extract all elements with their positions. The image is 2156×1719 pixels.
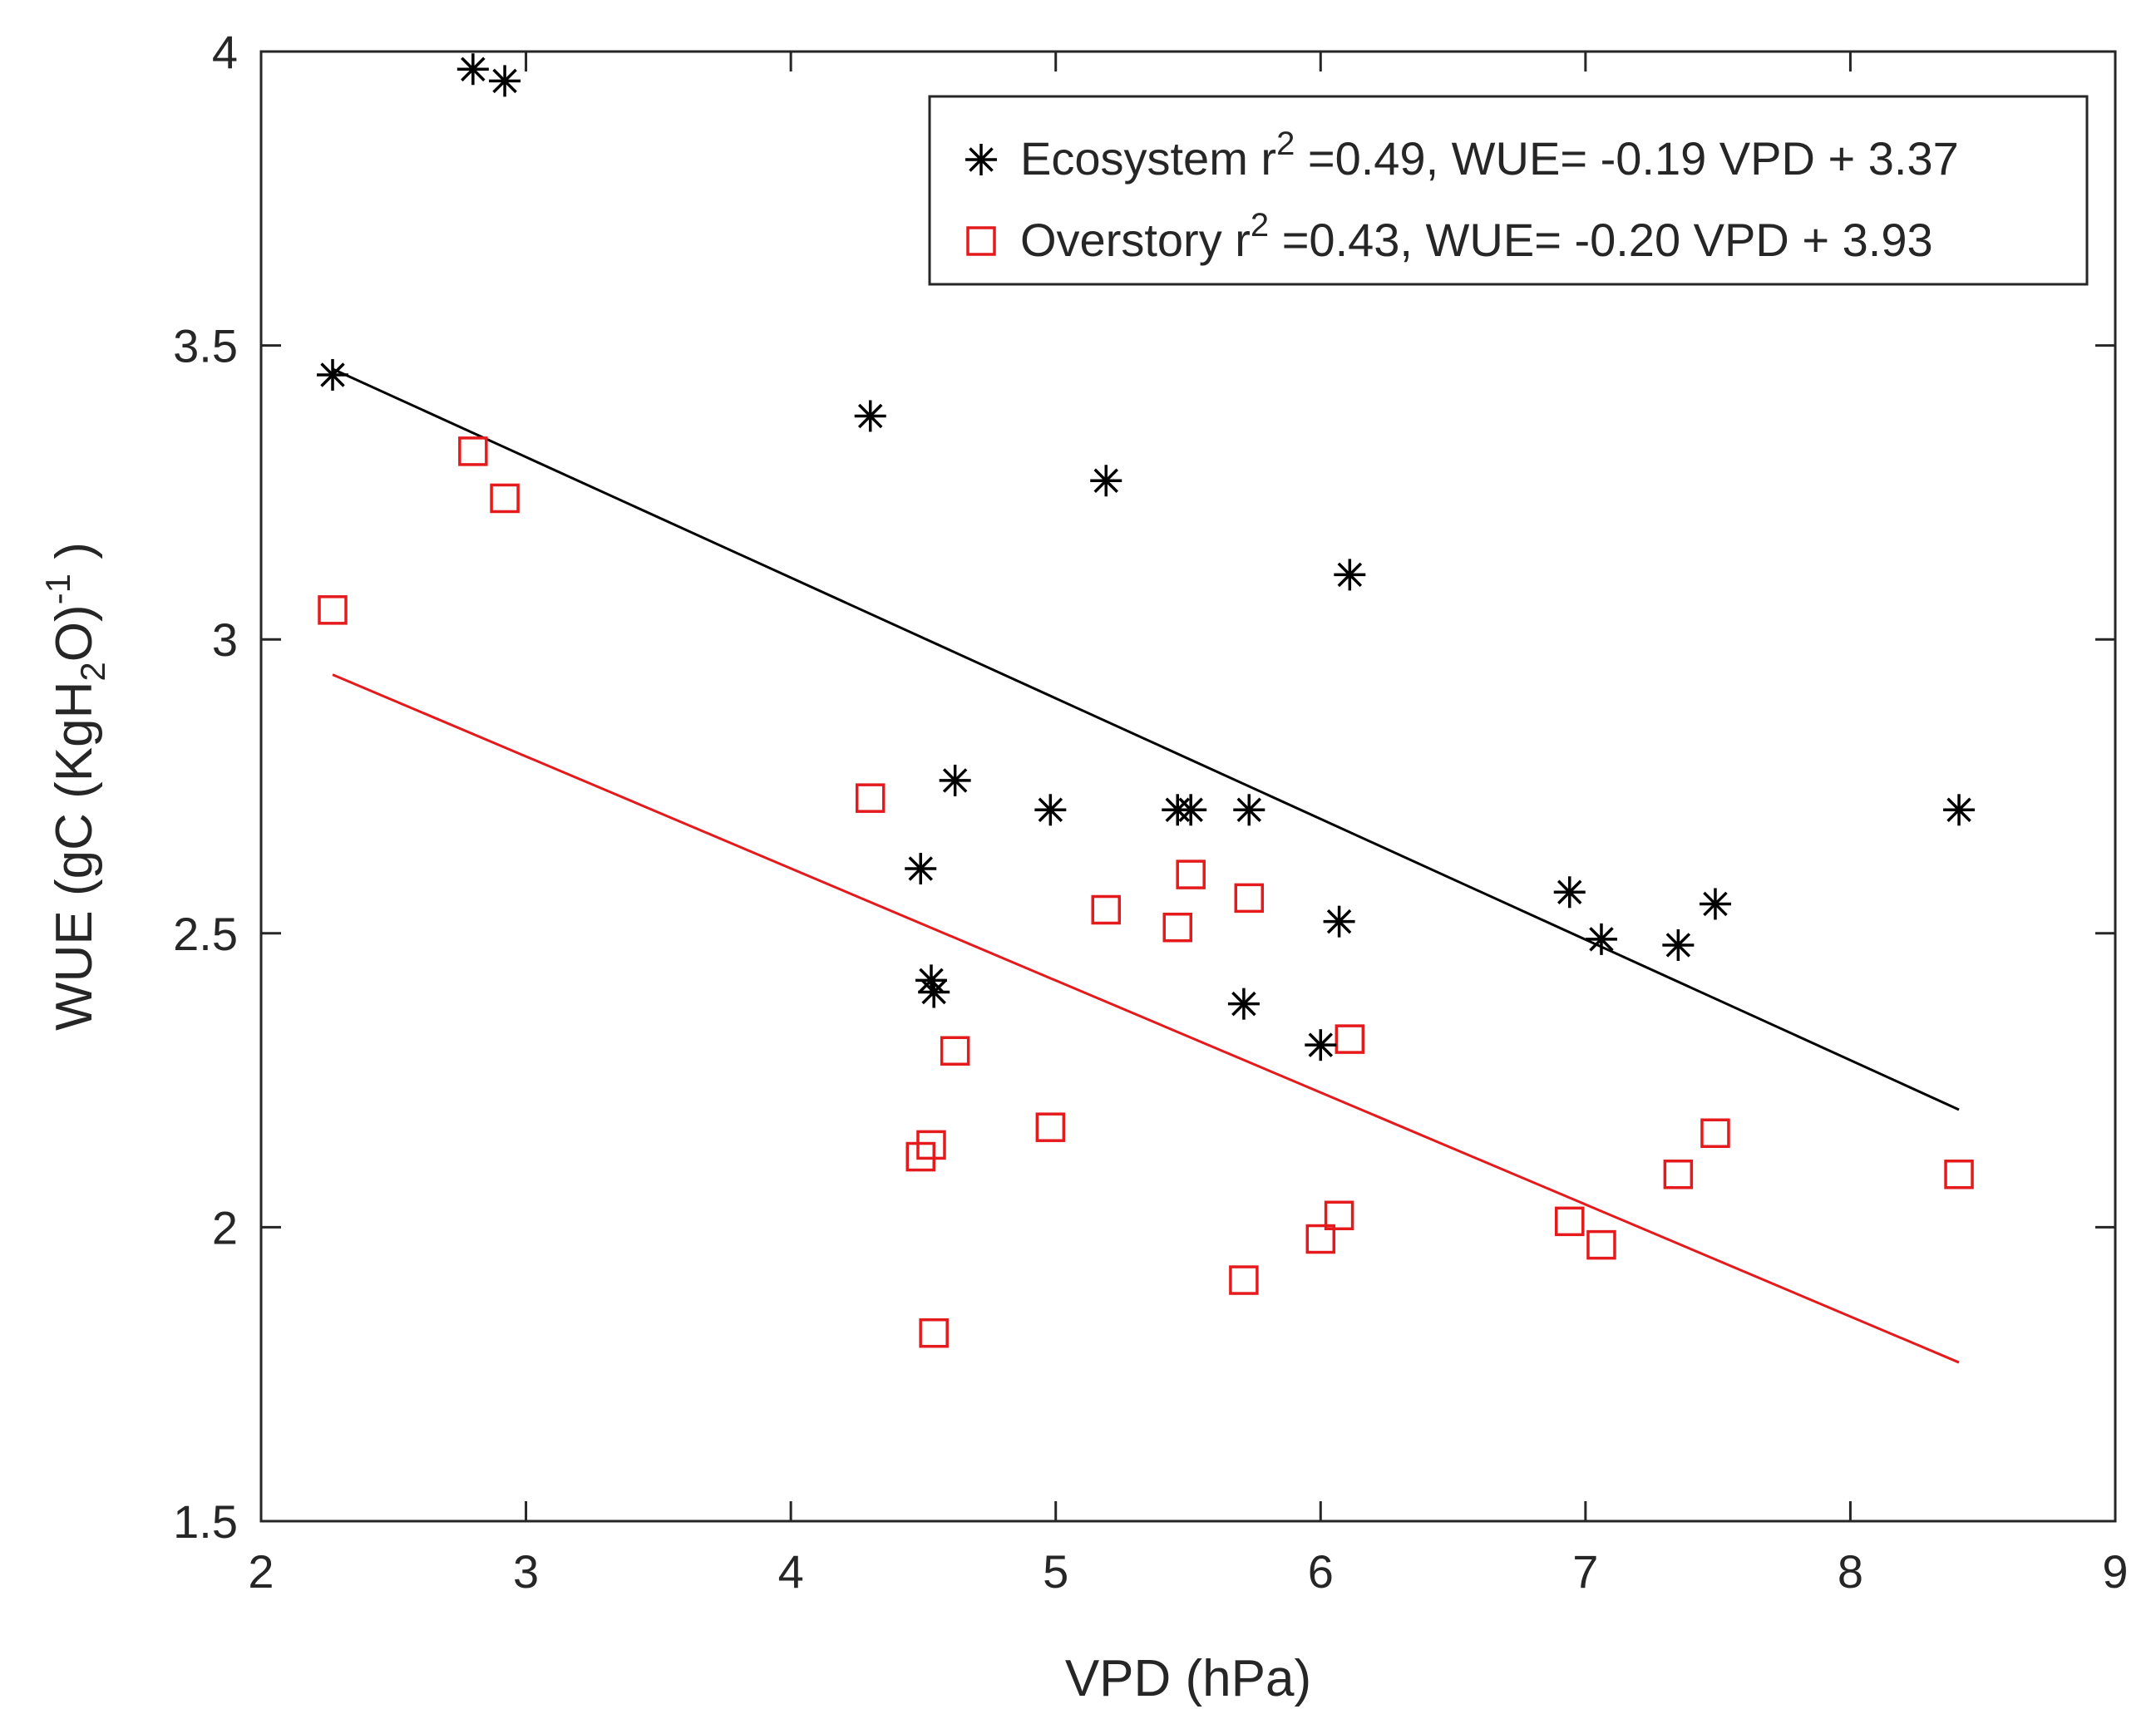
x-tick-label: 7 — [1572, 1545, 1598, 1598]
point-overstory — [318, 595, 348, 625]
point-ecosystem — [1305, 1029, 1337, 1061]
point-overstory — [1305, 1224, 1336, 1254]
tick-labels: 2 3 4 5 6 7 8 91.522.533.54 — [173, 26, 2128, 1598]
point-overstory — [1091, 894, 1121, 925]
data-markers — [317, 53, 1976, 1348]
point-ecosystem — [1034, 794, 1067, 826]
axes-box — [259, 50, 2117, 1523]
fit-lines — [332, 367, 1960, 1364]
y-tick-label: 3 — [212, 613, 238, 666]
x-tick-label: 8 — [1838, 1545, 1863, 1598]
point-overstory — [855, 783, 886, 813]
axis-ticks — [259, 50, 2117, 1523]
point-overstory — [940, 1036, 970, 1066]
y-tick-label: 2 — [212, 1201, 238, 1254]
plot-area — [261, 52, 2115, 1521]
legend-marker-symbol — [965, 144, 997, 175]
point-overstory — [1663, 1160, 1694, 1190]
point-overstory — [1944, 1160, 1974, 1190]
point-overstory — [916, 1130, 946, 1160]
point-ecosystem — [1323, 905, 1355, 938]
point-overstory — [1554, 1206, 1585, 1237]
point-overstory — [458, 436, 488, 466]
x-axis-label: VPD (hPa) — [1065, 1650, 1311, 1707]
y-tick-label: 2.5 — [173, 908, 238, 960]
point-ecosystem — [1233, 794, 1265, 826]
point-overstory — [1035, 1112, 1066, 1142]
x-tick-label: 6 — [1308, 1545, 1334, 1598]
point-ecosystem — [1585, 923, 1617, 955]
point-ecosystem — [317, 358, 349, 391]
point-overstory — [1335, 1024, 1365, 1054]
point-overstory — [1234, 883, 1265, 914]
legend: Ecosystem r2 =0.49, WUE= -0.19 VPD + 3.3… — [928, 95, 2089, 286]
point-ecosystem — [1227, 988, 1260, 1020]
point-ecosystem — [939, 764, 971, 796]
point-ecosystem — [1553, 876, 1586, 909]
point-ecosystem — [918, 976, 950, 1008]
point-ecosystem — [456, 53, 489, 86]
legend-marker-ecosystem — [965, 144, 997, 175]
point-ecosystem — [1175, 794, 1207, 826]
point-overstory — [1324, 1200, 1354, 1231]
point-overstory — [1586, 1229, 1616, 1260]
y-tick-label: 4 — [212, 26, 238, 78]
legend-marker-overstory — [966, 226, 996, 256]
point-overstory — [919, 1318, 949, 1348]
fit-line-ecosystem — [332, 367, 1960, 1111]
point-ecosystem — [1699, 888, 1731, 920]
point-ecosystem — [1334, 559, 1366, 591]
point-ecosystem — [854, 400, 886, 432]
legend-label-ecosystem: Ecosystem r2 =0.49, WUE= -0.19 VPD + 3.3… — [1020, 126, 1959, 185]
x-tick-label: 3 — [513, 1545, 539, 1598]
point-overstory — [1700, 1118, 1730, 1148]
point-ecosystem — [1943, 794, 1976, 826]
point-overstory — [905, 1141, 935, 1172]
fit-line-overstory — [332, 673, 1960, 1364]
point-ecosystem — [905, 853, 937, 885]
point-overstory — [1229, 1265, 1259, 1295]
legend-box — [928, 95, 2089, 286]
point-ecosystem — [1662, 928, 1695, 961]
y-tick-label: 1.5 — [173, 1495, 238, 1548]
point-ecosystem — [489, 65, 521, 97]
point-overstory — [1176, 860, 1206, 889]
point-overstory — [1162, 912, 1193, 943]
x-tick-label: 4 — [778, 1545, 804, 1598]
point-ecosystem — [1090, 465, 1122, 497]
x-tick-label: 9 — [2102, 1545, 2128, 1598]
x-tick-label: 5 — [1043, 1545, 1068, 1598]
x-tick-label: 2 — [248, 1545, 274, 1598]
y-axis-label: WUE (gC (KgH2O)-1 ) — [38, 542, 112, 1031]
point-overstory — [490, 483, 520, 514]
legend-marker-symbol — [966, 226, 996, 256]
y-tick-label: 3.5 — [173, 320, 238, 372]
legend-label-overstory: Overstory r2 =0.43, WUE= -0.20 VPD + 3.9… — [1020, 207, 1933, 266]
